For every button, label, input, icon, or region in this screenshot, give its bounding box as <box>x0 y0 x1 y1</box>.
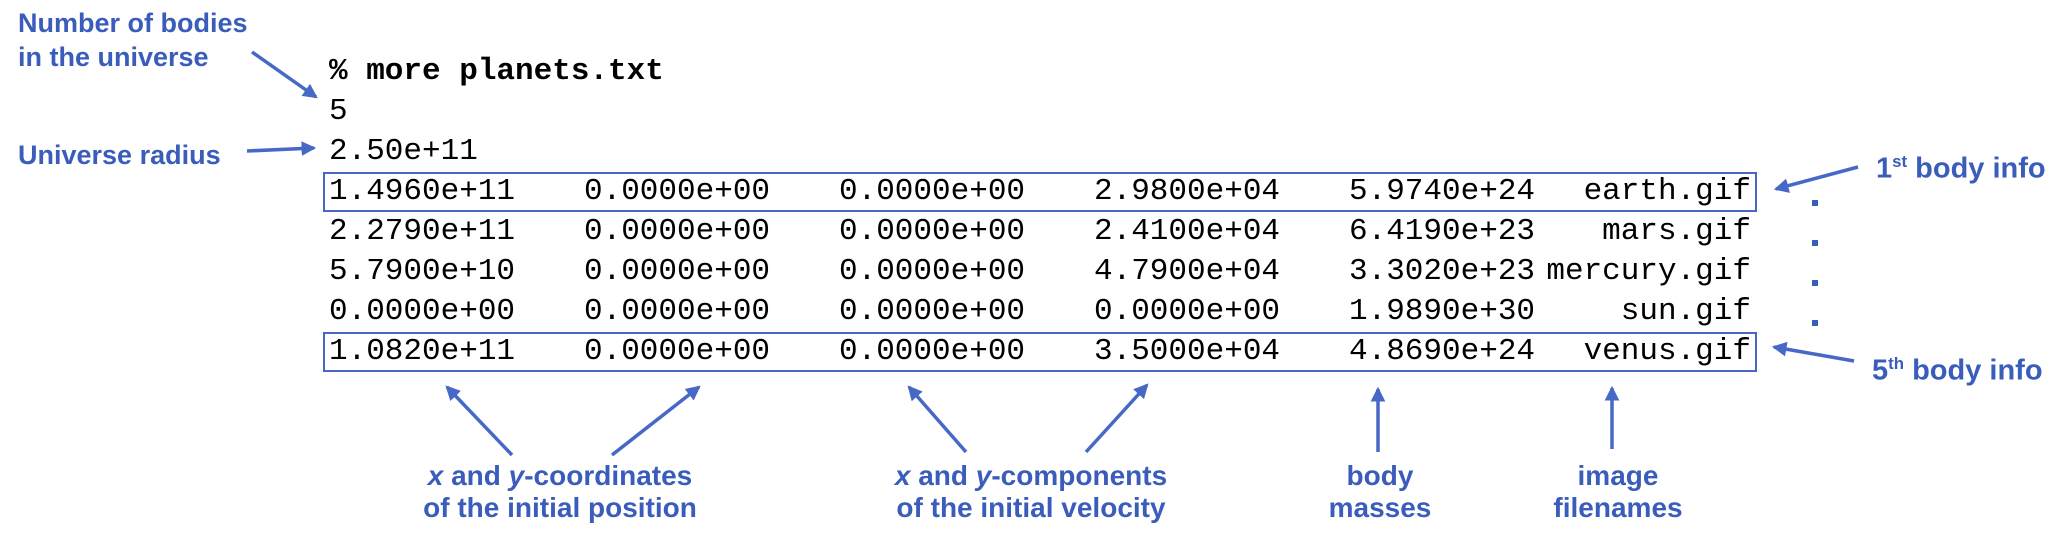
arrow-num-bodies <box>250 50 318 99</box>
mass-label: body masses <box>1329 460 1432 524</box>
universe-radius-label: Universe radius <box>18 140 221 170</box>
cell-image-filename: earth.gif <box>1583 174 1751 209</box>
cell-vx: 0.0000e+00 <box>839 214 1026 249</box>
cell-image-filename: venus.gif <box>1583 334 1751 369</box>
arrow-position-y <box>610 385 701 457</box>
cell-y: 0.0000e+00 <box>584 214 771 249</box>
body-row: 2.2790e+11 0.0000e+00 0.0000e+00 2.4100e+04… <box>323 212 1757 252</box>
body-row-boxed: 1.0820e+11 0.0000e+00 0.0000e+00 3.5000e+04… <box>323 332 1757 372</box>
velocity-label-line2: of the initial velocity <box>896 492 1166 523</box>
num-bodies-label-line1: Number of bodies <box>18 8 248 38</box>
cell-y: 0.0000e+00 <box>584 334 771 369</box>
image-filenames-label: image filenames <box>1553 460 1682 524</box>
image-label-line2: filenames <box>1553 492 1683 523</box>
position-label: x and y-coordinates of the initial posit… <box>423 460 697 524</box>
fifth-body-text: body info <box>1904 354 2043 387</box>
ellipsis-dots <box>1812 200 1818 360</box>
position-label-line2: of the initial position <box>423 492 697 523</box>
label-segment: and <box>443 460 509 491</box>
cell-mass: 6.4190e+23 <box>1349 214 1536 249</box>
body-row: 0.0000e+00 0.0000e+00 0.0000e+00 0.0000e+00… <box>323 292 1757 332</box>
arrow-velocity-y <box>1084 383 1149 454</box>
cell-y: 0.0000e+00 <box>584 174 771 209</box>
mass-label-line1: body <box>1346 460 1414 491</box>
mass-label-line2: masses <box>1328 492 1432 523</box>
first-body-number: 1 <box>1876 152 1893 185</box>
cell-vx: 0.0000e+00 <box>839 334 1026 369</box>
body-rows: 1.4960e+11 0.0000e+00 0.0000e+00 2.9800e+04… <box>323 172 1757 372</box>
num-bodies-label: Number of bodies in the universe <box>18 6 248 74</box>
cell-vx: 0.0000e+00 <box>839 294 1026 329</box>
first-body-text: body info <box>1907 152 2046 185</box>
ellipsis-dot <box>1812 200 1818 206</box>
ellipsis-dot <box>1812 320 1818 326</box>
cell-vy: 0.0000e+00 <box>1094 294 1281 329</box>
cell-vx: 0.0000e+00 <box>839 254 1026 289</box>
cell-image-filename: sun.gif <box>1620 294 1751 329</box>
arrow-position-x <box>445 385 514 457</box>
fifth-body-number: 5 <box>1872 354 1889 387</box>
label-segment: y <box>975 460 992 491</box>
cell-y: 0.0000e+00 <box>584 254 771 289</box>
command-line: % more planets.txt <box>329 54 664 89</box>
cell-vy: 3.5000e+04 <box>1094 334 1281 369</box>
label-segment: x <box>894 460 911 491</box>
cell-x: 1.4960e+11 <box>329 174 516 209</box>
fifth-body-label: 5th body info <box>1872 348 2043 387</box>
body-row-boxed: 1.4960e+11 0.0000e+00 0.0000e+00 2.9800e+04… <box>323 172 1757 212</box>
fifth-body-ordinal: th <box>1888 354 1905 373</box>
image-label-line1: image <box>1577 460 1659 491</box>
label-segment: x <box>427 460 444 491</box>
cell-x: 0.0000e+00 <box>329 294 516 329</box>
body-row: 5.7900e+10 0.0000e+00 0.0000e+00 4.7900e+04… <box>323 252 1757 292</box>
num-bodies-label-line2: in the universe <box>18 42 209 72</box>
num-bodies-value: 5 <box>329 94 348 129</box>
cell-mass: 4.8690e+24 <box>1349 334 1536 369</box>
universe-radius-value: 2.50e+11 <box>329 134 478 169</box>
label-segment: -coordinates <box>524 460 693 491</box>
arrow-radius <box>246 141 317 156</box>
label-segment: -components <box>991 460 1168 491</box>
label-segment: y <box>508 460 525 491</box>
cell-x: 5.7900e+10 <box>329 254 516 289</box>
cell-vy: 4.7900e+04 <box>1094 254 1281 289</box>
terminal-output: % more planets.txt 5 2.50e+11 1.4960e+11… <box>323 52 1757 372</box>
cell-image-filename: mars.gif <box>1602 214 1751 249</box>
cell-mass: 5.9740e+24 <box>1349 174 1536 209</box>
label-segment: and <box>910 460 976 491</box>
cell-y: 0.0000e+00 <box>584 294 771 329</box>
arrow-first-body <box>1773 165 1859 193</box>
position-label-line1: x and y-coordinates <box>423 460 697 492</box>
cell-vx: 0.0000e+00 <box>839 174 1026 209</box>
velocity-label: x and y-components of the initial veloci… <box>895 460 1167 524</box>
cell-mass: 3.3020e+23 <box>1349 254 1536 289</box>
cell-vy: 2.4100e+04 <box>1094 214 1281 249</box>
first-body-label: 1st body info <box>1876 146 2046 185</box>
ellipsis-dot <box>1812 280 1818 286</box>
arrow-velocity-x <box>907 385 968 454</box>
cell-image-filename: mercury.gif <box>1546 254 1751 289</box>
cell-x: 1.0820e+11 <box>329 334 516 369</box>
ellipsis-dot <box>1812 240 1818 246</box>
velocity-label-line1: x and y-components <box>895 460 1167 492</box>
cell-mass: 1.9890e+30 <box>1349 294 1536 329</box>
cell-vy: 2.9800e+04 <box>1094 174 1281 209</box>
cell-x: 2.2790e+11 <box>329 214 516 249</box>
first-body-ordinal: st <box>1892 152 1908 171</box>
